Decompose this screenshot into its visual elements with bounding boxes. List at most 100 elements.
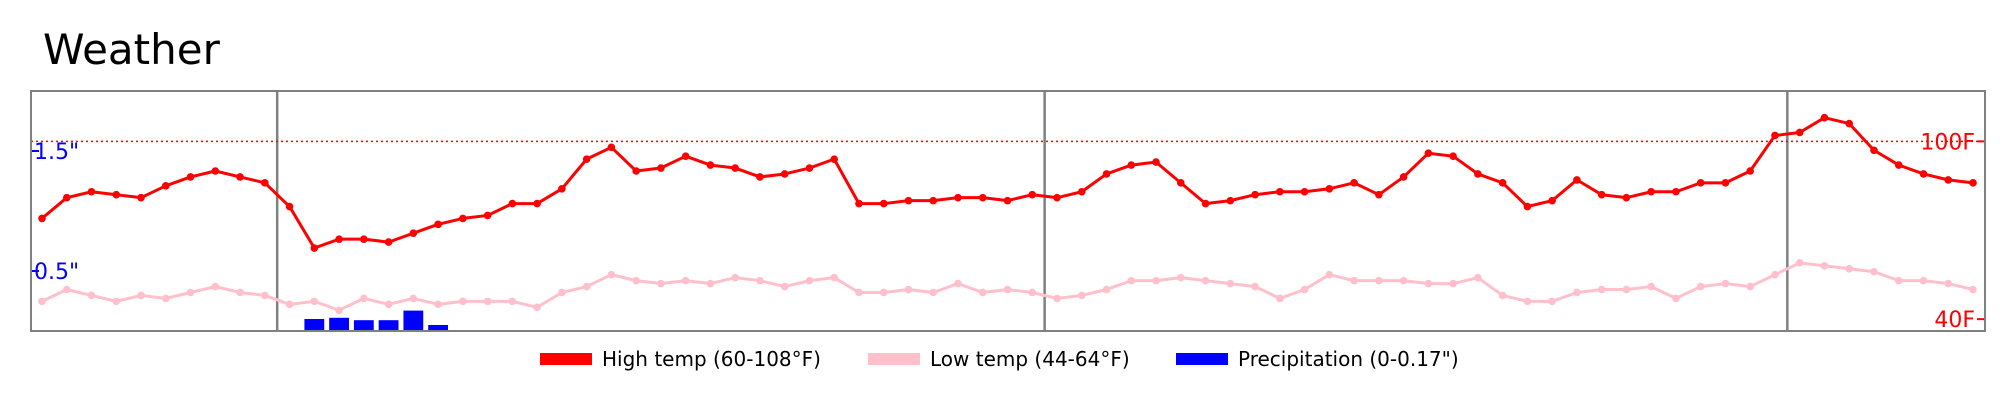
precip-bar [378,320,399,331]
low-temp-point [236,288,244,297]
high-temp-point [533,199,541,208]
precip-bar [329,317,349,331]
high-temp-point [855,199,863,208]
legend-label-3: Precipitation (0-0.17") [1238,347,1459,371]
high-temp-point [434,220,442,229]
high-temp-point [756,173,764,181]
low-temp-point [1053,294,1061,303]
legend-swatch-3 [1176,353,1228,365]
high-temp-point [1152,158,1160,166]
low-temp-point [483,297,492,306]
low-temp-point [954,279,962,288]
temp-tick-label: 100F [1920,130,1975,155]
precip-bar [304,319,325,331]
low-temp-point [1424,279,1433,288]
high-temp-point [38,214,46,223]
low-temp-point [681,276,690,285]
low-temp-point [335,306,343,315]
high-temp-point [904,196,913,205]
high-temp-point [1894,161,1903,169]
low-temp-point [1820,262,1829,270]
low-temp-point [879,288,888,297]
high-temp-point [310,244,319,252]
high-temp-point [954,193,962,202]
low-temp-point [558,288,566,297]
precip-bar [428,325,449,331]
low-temp-point [1523,297,1532,306]
chart-title: Weather [43,25,221,74]
low-temp-point [904,285,913,294]
high-temp-point [1251,190,1259,199]
high-temp-point [929,196,938,205]
low-temp-point [780,282,789,291]
high-temp-point [706,161,715,169]
high-temp-point [1647,187,1655,196]
high-temp-point [1350,179,1358,187]
high-temp-point [582,155,591,163]
high-temp-point [1474,170,1482,178]
low-temp-point [1127,276,1136,285]
low-temp-point [1845,264,1854,273]
low-temp-point [978,288,987,297]
high-temp-point [1226,196,1235,205]
high-temp-point [508,199,517,208]
high-temp-point [1771,131,1779,140]
low-temp-point [360,294,368,303]
precip-bar [403,310,424,331]
high-temp-point [1300,187,1309,196]
low-temp-point [855,288,863,297]
low-temp-point [1350,276,1358,285]
high-temp-point [1672,187,1680,196]
low-temp-point [1870,267,1878,276]
low-temp-point [1276,294,1284,303]
high-temp-point [161,182,170,190]
low-temp-point [1771,270,1779,279]
low-temp-point [805,276,814,285]
low-temp-point [434,300,442,309]
high-temp-point [607,143,616,152]
low-temp-point [285,300,294,309]
high-temp-point [1077,187,1086,196]
high-temp-point [681,152,690,160]
high-temp-point [409,229,418,238]
legend-label-2: Low temp (44-64°F) [930,347,1130,371]
high-temp-point [1622,193,1631,202]
high-temp-point [335,235,343,243]
low-temp-point [731,273,739,282]
high-temp-point [1276,187,1284,196]
high-temp-point [657,164,665,172]
temp-tick-label: 40F [1934,308,1975,333]
high-temp-point [1845,119,1854,128]
low-temp-point [87,291,96,300]
temperature-axis: 100F 40F [1920,130,1985,333]
high-temp-point [1944,176,1953,184]
low-temp-point [1028,288,1037,297]
high-temp-point [1498,179,1507,187]
precip-tick-label: 0.5" [34,260,79,285]
high-temp-point [830,155,839,163]
high-temp-point [112,190,121,199]
low-temp-point [1077,291,1086,300]
high-temp-point [62,193,71,202]
low-temp-point [1919,276,1928,285]
low-temp-point [1399,276,1408,285]
high-temp-point [558,184,566,193]
low-temp-point [261,291,269,300]
low-temp-point [533,303,541,312]
high-temp-point [87,187,96,196]
high-temp-point [459,214,467,223]
low-temp-point [1226,279,1235,288]
low-temp-series [38,259,1977,315]
high-temp-point [978,193,987,202]
low-temp-point [1721,279,1730,288]
high-temp-point [1325,184,1334,193]
high-temp-point [261,179,269,187]
high-temp-point [1201,199,1210,208]
low-temp-point [1672,294,1680,303]
low-temp-point [459,297,467,306]
low-temp-point [1251,282,1259,291]
low-temp-point [161,294,170,303]
low-temp-point [137,291,145,300]
high-temp-point [805,164,814,172]
low-temp-point [1498,291,1507,300]
